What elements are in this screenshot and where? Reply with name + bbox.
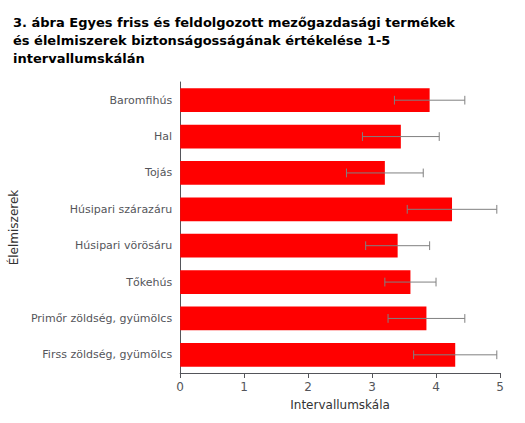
svg-text:5: 5	[496, 380, 504, 394]
svg-text:Primőr zöldség, gyümölcs: Primőr zöldség, gyümölcs	[31, 312, 173, 325]
svg-text:4: 4	[432, 380, 440, 394]
svg-text:Húsipari szárazáru: Húsipari szárazáru	[70, 203, 172, 216]
svg-text:2: 2	[304, 380, 312, 394]
svg-text:Húsipari vörösáru: Húsipari vörösáru	[75, 239, 172, 252]
svg-text:Baromfihús: Baromfihús	[110, 94, 173, 107]
svg-text:Intervallumskála: Intervallumskála	[290, 398, 390, 412]
svg-text:3. ábra Egyes friss és feldolg: 3. ábra Egyes friss és feldolgozott mező…	[13, 15, 455, 30]
svg-text:Tojás: Tojás	[144, 166, 172, 179]
svg-text:1: 1	[240, 380, 248, 394]
svg-text:Firss zöldség, gyümölcs: Firss zöldség, gyümölcs	[42, 348, 172, 361]
svg-text:Élelmiszerek: Élelmiszerek	[6, 190, 21, 266]
svg-text:3: 3	[368, 380, 376, 394]
svg-text:Hal: Hal	[154, 130, 172, 143]
svg-text:és élelmiszerek biztonságosság: és élelmiszerek biztonságosságának érték…	[13, 33, 390, 48]
svg-text:Tőkehús: Tőkehús	[125, 276, 172, 289]
svg-text:intervallumskálán: intervallumskálán	[13, 51, 145, 66]
svg-text:0: 0	[176, 380, 184, 394]
